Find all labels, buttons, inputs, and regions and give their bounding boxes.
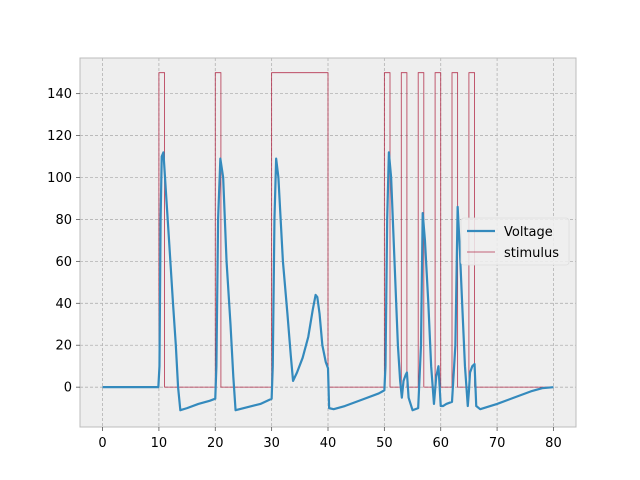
y-tick-label: 60 bbox=[55, 255, 72, 270]
x-tick-label: 10 bbox=[151, 436, 168, 451]
x-axis-ticks: 0 10 20 30 40 50 60 70 80 bbox=[98, 427, 562, 451]
stimulus-line bbox=[102, 72, 554, 388]
voltage-layer bbox=[102, 151, 554, 412]
x-tick-label: 20 bbox=[207, 436, 224, 451]
x-tick-label: 80 bbox=[545, 436, 562, 451]
y-tick-label: 140 bbox=[47, 87, 72, 102]
y-tick-label: 40 bbox=[55, 297, 72, 312]
x-tick-label: 40 bbox=[320, 436, 337, 451]
x-tick-label: 0 bbox=[98, 436, 106, 451]
y-tick-label: 80 bbox=[55, 213, 72, 228]
y-tick-label: 0 bbox=[64, 381, 72, 396]
x-tick-label: 60 bbox=[432, 436, 449, 451]
legend-box bbox=[460, 217, 570, 266]
y-tick-label: 120 bbox=[47, 129, 72, 144]
legend-voltage-label: Voltage bbox=[504, 225, 553, 240]
x-tick-label: 30 bbox=[263, 436, 280, 451]
stimulus-layer bbox=[102, 72, 554, 388]
y-axis-ticks: 0 20 40 60 80 100 120 140 bbox=[47, 87, 80, 396]
y-tick-label: 20 bbox=[55, 339, 72, 354]
x-tick-label: 50 bbox=[376, 436, 393, 451]
legend: Voltage stimulus bbox=[460, 217, 570, 266]
legend-stimulus-label: stimulus bbox=[504, 246, 559, 261]
y-tick-label: 100 bbox=[47, 171, 72, 186]
x-tick-label: 70 bbox=[489, 436, 506, 451]
voltage-line bbox=[102, 151, 554, 412]
